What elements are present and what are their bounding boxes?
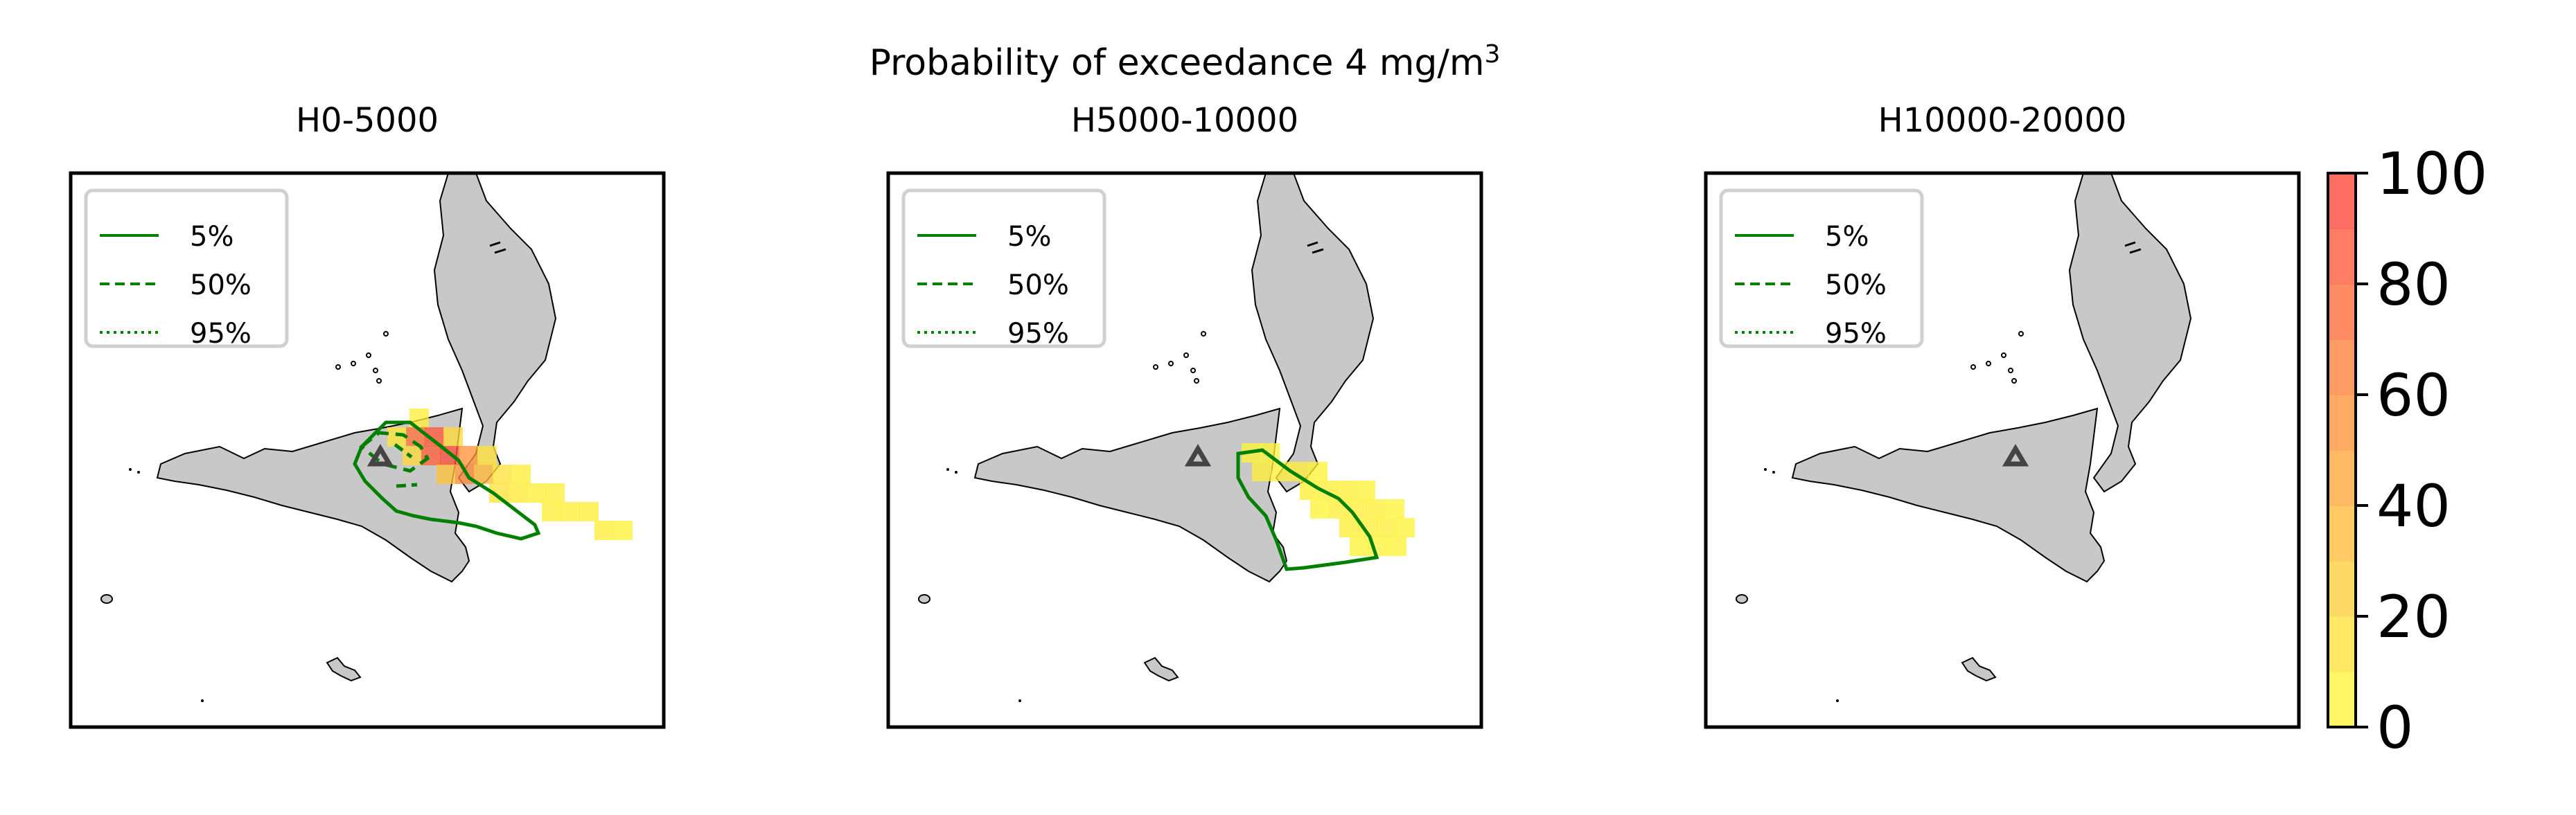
legend: 5% 50% 95% (1719, 188, 1924, 350)
legend-label-50: 50% (1825, 269, 1887, 301)
legend-label-5: 5% (1007, 221, 1051, 253)
colorbar: 0 20 40 60 80 100 (2327, 140, 2487, 762)
colorbar-steps (2328, 173, 2356, 728)
panel-title: H5000-10000 (1071, 101, 1298, 140)
colorbar-step (2328, 616, 2356, 672)
map-panel-h5000-10000: H5000-10000 5% 50% 95% (886, 101, 1483, 729)
probability-cell (493, 465, 512, 484)
legend: 5% 50% 95% (84, 188, 289, 350)
probability-cell (1366, 499, 1386, 519)
suptitle-superscript: 3 (1485, 40, 1501, 69)
probability-cell (443, 427, 463, 447)
probability-cell (1385, 499, 1404, 519)
colorbar-tick-label: 40 (2376, 472, 2451, 540)
suptitle-text: Probability of exceedance 4 mg/m (870, 42, 1485, 84)
probability-cell (1252, 462, 1271, 481)
colorbar-step (2328, 505, 2356, 562)
probability-cell (1387, 537, 1406, 556)
legend-label-95: 95% (1007, 318, 1069, 350)
probability-cell (1310, 499, 1330, 519)
probability-cell (579, 502, 599, 521)
figure-suptitle: Probability of exceedance 4 mg/m3 (870, 40, 1501, 84)
map-frame (1704, 171, 2301, 729)
vent-marker (2002, 444, 2029, 467)
panel-title: H10000-20000 (1878, 101, 2127, 140)
probability-cell (1395, 518, 1415, 537)
vent-marker (367, 444, 394, 467)
legend-label-95: 95% (190, 318, 252, 350)
probability-cell (1329, 499, 1348, 519)
probability-cell (474, 465, 493, 484)
panel-title: H0-5000 (296, 101, 439, 140)
probability-cell (545, 483, 565, 503)
probability-cell (477, 446, 497, 465)
legend-label-5: 5% (1825, 221, 1869, 253)
probability-cell (1350, 537, 1369, 556)
probability-cell (1337, 481, 1357, 500)
probability-cell (561, 502, 580, 521)
colorbar-step (2328, 339, 2356, 395)
probability-cell (542, 502, 561, 521)
map-frame (69, 171, 666, 729)
colorbar-step (2328, 284, 2356, 340)
colorbar-step (2328, 173, 2356, 229)
probability-cells (1242, 443, 1415, 556)
contour-5-percent (353, 420, 541, 541)
colorbar-step (2328, 229, 2356, 285)
colorbar-step (2328, 450, 2356, 506)
colorbar-tick-label: 20 (2376, 583, 2451, 651)
colorbar-step (2328, 561, 2356, 617)
colorbar-tick-label: 60 (2376, 361, 2451, 429)
vent-marker (1184, 444, 1212, 467)
legend-label-5: 5% (190, 221, 233, 253)
probability-cell (527, 483, 546, 503)
colorbar-step (2328, 672, 2356, 728)
map-panel-h10000-20000: H10000-20000 5% 50% 95% (1704, 101, 2301, 729)
colorbar-tick-label: 0 (2376, 694, 2413, 762)
probability-cell (1339, 518, 1359, 537)
probability-cell (1377, 518, 1396, 537)
colorbar-step (2328, 395, 2356, 451)
probability-cell (1356, 481, 1375, 500)
legend: 5% 50% 95% (901, 188, 1106, 350)
colorbar-ticks: 0 20 40 60 80 100 (2356, 140, 2487, 762)
probability-cell (594, 521, 614, 540)
probability-cell (511, 465, 531, 484)
legend-label-50: 50% (1007, 269, 1069, 301)
legend-label-50: 50% (190, 269, 252, 301)
legend-label-95: 95% (1825, 318, 1887, 350)
probability-cell (508, 483, 527, 503)
map-panel-h0-5000: H0-5000 5% 50% 95% (69, 101, 666, 729)
contour-5-percent (1236, 448, 1379, 571)
probability-cell (1308, 462, 1327, 481)
probability-cell (613, 521, 633, 540)
colorbar-tick-label: 80 (2376, 251, 2451, 319)
probability-cell (459, 446, 478, 465)
colorbar-frame (2327, 172, 2357, 728)
map-frame (886, 171, 1483, 729)
colorbar-tick-label: 100 (2376, 140, 2487, 208)
probability-cell (436, 465, 456, 484)
